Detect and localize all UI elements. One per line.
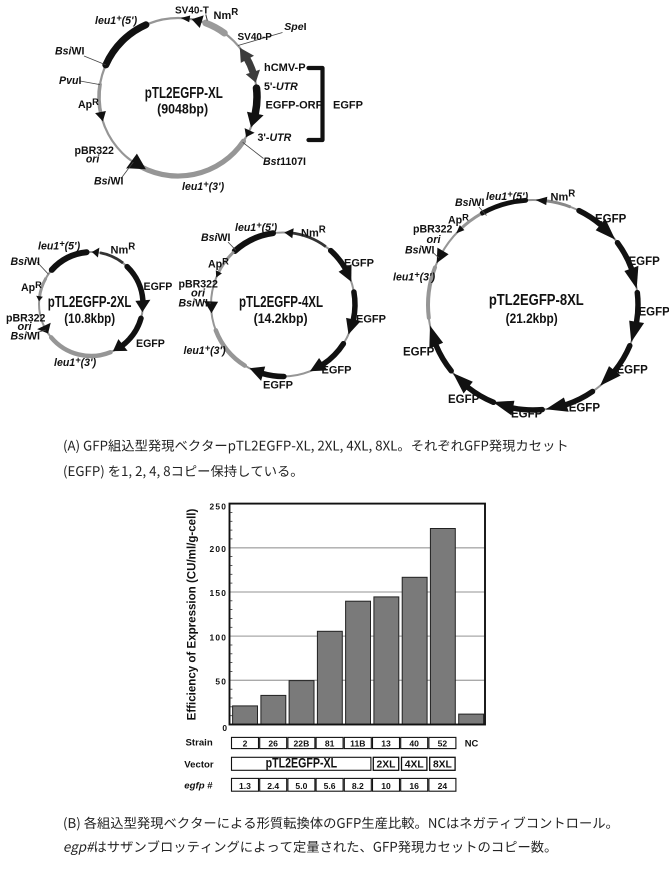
- svg-text:16: 16: [409, 781, 419, 791]
- svg-text:EGFP: EGFP: [322, 365, 352, 377]
- svg-text:pTL2EGFP-XL: pTL2EGFP-XL: [145, 85, 223, 102]
- svg-text:BsiWI: BsiWI: [405, 245, 434, 257]
- svg-text:5'-UTR: 5'-UTR: [264, 81, 298, 93]
- svg-text:150: 150: [210, 588, 228, 598]
- svg-text:SV40-P: SV40-P: [238, 32, 273, 43]
- svg-text:EGFP: EGFP: [263, 380, 293, 392]
- svg-text:EGFP: EGFP: [639, 307, 669, 319]
- svg-text:BsiWI: BsiWI: [179, 298, 208, 310]
- svg-text:5.6: 5.6: [324, 781, 336, 791]
- svg-text:0: 0: [222, 723, 228, 733]
- svg-text:EGFP-ORF: EGFP-ORF: [266, 100, 323, 112]
- svg-text:22B: 22B: [294, 739, 310, 749]
- svg-text:egfp #: egfp #: [184, 780, 213, 791]
- svg-text:24: 24: [438, 781, 448, 791]
- svg-text:100: 100: [210, 632, 228, 642]
- svg-text:13: 13: [381, 739, 391, 749]
- svg-text:BsiWI: BsiWI: [11, 256, 40, 268]
- svg-text:PvuI: PvuI: [59, 75, 81, 87]
- svg-text:EGFP: EGFP: [403, 347, 435, 359]
- svg-text:26: 26: [268, 739, 278, 749]
- svg-text:SV40-T: SV40-T: [175, 6, 209, 17]
- svg-text:40: 40: [409, 739, 419, 749]
- svg-text:Vector: Vector: [184, 760, 214, 771]
- svg-text:EGFP: EGFP: [629, 256, 661, 268]
- svg-text:hCMV-P: hCMV-P: [264, 62, 306, 74]
- svg-text:BsiWI: BsiWI: [94, 176, 123, 188]
- svg-text:EGFP: EGFP: [511, 409, 543, 421]
- svg-text:BsiWI: BsiWI: [455, 197, 484, 209]
- svg-text:BsiWI: BsiWI: [55, 45, 84, 57]
- svg-text:5.0: 5.0: [295, 781, 307, 791]
- svg-text:1.3: 1.3: [239, 781, 251, 791]
- svg-text:SpeI: SpeI: [284, 21, 306, 33]
- svg-text:250: 250: [210, 501, 228, 511]
- svg-text:EGFP: EGFP: [595, 213, 627, 225]
- svg-text:2XL: 2XL: [377, 759, 396, 770]
- svg-text:EGFP: EGFP: [569, 402, 601, 414]
- svg-text:(9048bp): (9048bp): [157, 102, 208, 118]
- svg-text:EGFP: EGFP: [448, 394, 480, 406]
- svg-text:2: 2: [243, 739, 248, 749]
- svg-text:8.2: 8.2: [352, 781, 364, 791]
- svg-text:Strain: Strain: [186, 737, 213, 748]
- svg-text:4XL: 4XL: [405, 759, 424, 770]
- svg-text:11B: 11B: [350, 739, 365, 749]
- svg-text:200: 200: [210, 544, 228, 554]
- svg-text:pTL2EGFP-2XL: pTL2EGFP-2XL: [48, 294, 132, 311]
- svg-text:(14.2kbp): (14.2kbp): [254, 311, 308, 327]
- svg-text:81: 81: [325, 739, 335, 749]
- svg-text:pTL2EGFP-8XL: pTL2EGFP-8XL: [489, 292, 584, 309]
- svg-text:2.4: 2.4: [267, 781, 279, 791]
- svg-text:(10.8kbp): (10.8kbp): [64, 311, 115, 327]
- svg-text:3'-UTR: 3'-UTR: [258, 132, 292, 144]
- svg-text:10: 10: [381, 781, 391, 791]
- svg-text:EGFP: EGFP: [356, 314, 386, 326]
- svg-text:ori: ori: [86, 153, 101, 165]
- svg-text:BsiWI: BsiWI: [11, 331, 40, 343]
- svg-text:EGFP: EGFP: [144, 281, 173, 293]
- svg-text:BsiWI: BsiWI: [201, 232, 230, 244]
- svg-text:EGFP: EGFP: [344, 258, 374, 270]
- svg-text:50: 50: [215, 677, 227, 687]
- svg-text:EGFP: EGFP: [617, 364, 649, 376]
- svg-text:NC: NC: [465, 737, 479, 748]
- svg-text:8XL: 8XL: [433, 759, 452, 770]
- svg-text:Bst1107I: Bst1107I: [263, 156, 306, 168]
- svg-text:pTL2EGFP-XL: pTL2EGFP-XL: [266, 756, 338, 771]
- svg-text:EGFP: EGFP: [136, 338, 165, 350]
- svg-text:(21.2kbp): (21.2kbp): [506, 311, 558, 327]
- svg-text:Efficiency of Expression (CU/m: Efficiency of Expression (CU/ml/g-cell): [186, 508, 198, 720]
- svg-text:EGFP: EGFP: [333, 100, 363, 112]
- svg-text:52: 52: [438, 739, 448, 749]
- svg-text:pTL2EGFP-4XL: pTL2EGFP-4XL: [239, 294, 323, 311]
